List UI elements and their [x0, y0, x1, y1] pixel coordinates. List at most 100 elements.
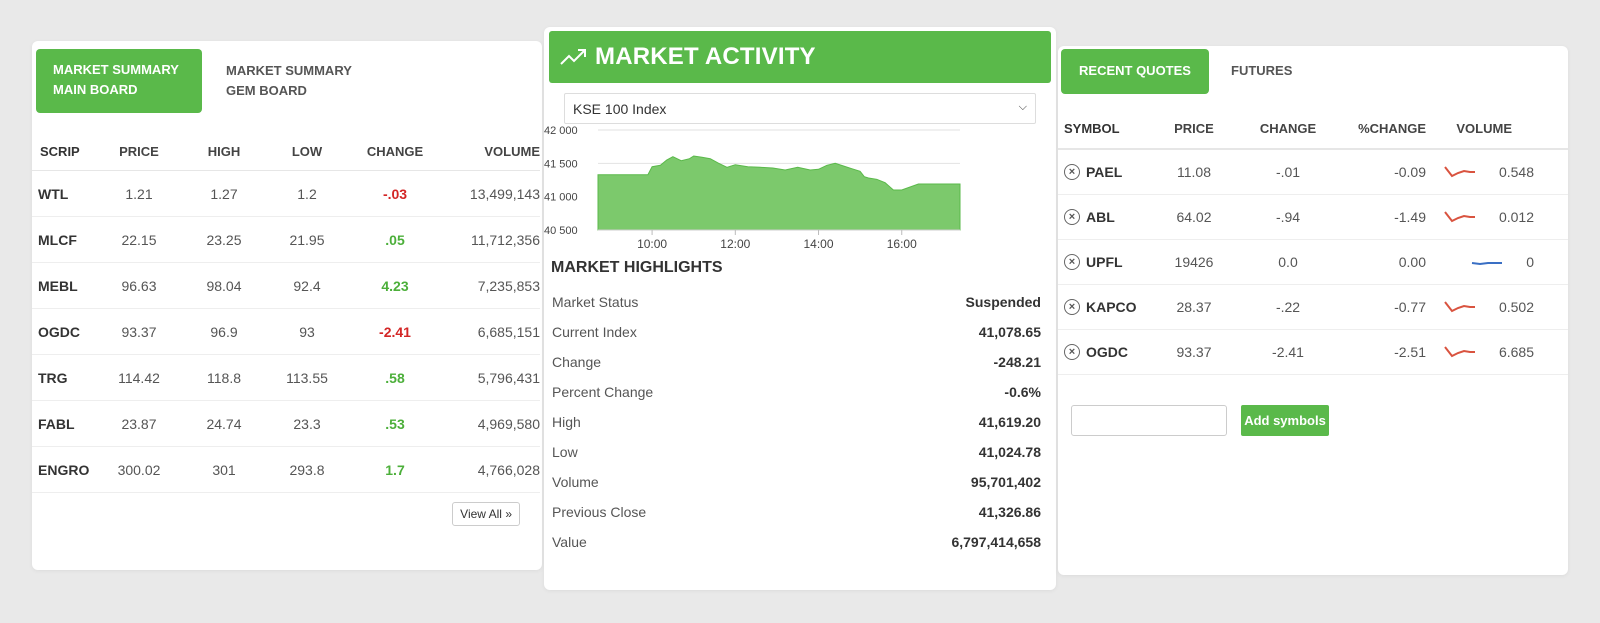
remove-icon[interactable]: ×	[1064, 254, 1080, 270]
tab-futures[interactable]: FUTURES	[1231, 63, 1293, 78]
symbol-input[interactable]	[1071, 405, 1227, 436]
symbol-cell: × ABL	[1058, 209, 1158, 225]
price-cell: 19426	[1174, 254, 1214, 270]
highlight-label: Volume	[552, 474, 599, 490]
market-summary-rows: WTL 1.21 1.27 1.2 -.03 13,499,143 MLCF 22.15 23.…	[32, 171, 540, 493]
column-header-low: LOW	[291, 144, 323, 159]
remove-icon[interactable]: ×	[1064, 299, 1080, 315]
column-header-price: PRICE	[119, 144, 159, 159]
sparkline-down	[1444, 211, 1475, 223]
sparkline-flat	[1472, 262, 1503, 266]
table-header: SCRIP PRICE HIGH LOW CHANGE VOLUME	[32, 133, 540, 171]
change-cell: -.01	[1275, 164, 1301, 180]
volume-value: 0	[1526, 254, 1534, 270]
price-cell: 114.42	[118, 369, 160, 386]
low-cell: 23.3	[293, 415, 321, 432]
remove-icon[interactable]: ×	[1064, 344, 1080, 360]
highlight-value: -0.6%	[1004, 384, 1041, 400]
scrip-cell: MEBL	[38, 277, 78, 294]
volume-cell: 0.502	[1426, 299, 1552, 315]
recent-quotes-card: RECENT QUOTES FUTURES SYMBOL PRICE CHANG…	[1058, 46, 1568, 575]
highlight-value: 6,797,414,658	[951, 534, 1041, 550]
highlight-label: Value	[552, 534, 587, 550]
symbol-label: PAEL	[1086, 164, 1123, 180]
change-cell: -.94	[1275, 209, 1301, 225]
index-select-value: KSE 100 Index	[573, 100, 667, 117]
table-row[interactable]: × KAPCO 28.37 -.22 -0.77 0.502	[1058, 285, 1568, 330]
table-header: SYMBOL PRICE CHANGE %CHANGE VOLUME	[1058, 109, 1568, 150]
scrip-cell: WTL	[38, 185, 69, 202]
table-row[interactable]: FABL 23.87 24.74 23.3 .53 4,969,580	[32, 401, 540, 447]
change-cell: 0.0	[1278, 254, 1298, 270]
y-tick-label: 40 500	[544, 225, 578, 237]
change-cell: 4.23	[381, 277, 409, 294]
table-row[interactable]: OGDC 93.37 96.9 93 -2.41 6,685,151	[32, 309, 540, 355]
volume-cell: 4,969,580	[477, 415, 540, 432]
price-cell: 64.02	[1176, 209, 1212, 225]
volume-cell: 0	[1426, 254, 1552, 270]
scrip-cell: OGDC	[38, 323, 80, 340]
highlight-row: Value 6,797,414,658	[552, 527, 1041, 557]
symbol-cell: × PAEL	[1058, 164, 1158, 180]
x-tick-label: 16:00	[887, 237, 917, 251]
table-row[interactable]: × ABL 64.02 -.94 -1.49 0.012	[1058, 195, 1568, 240]
market-highlights-list: Market Status Suspended Current Index 41,07…	[552, 287, 1041, 557]
index-select[interactable]: KSE 100 Index ⌵	[564, 93, 1036, 124]
symbol-label: KAPCO	[1086, 299, 1137, 315]
trend-up-icon	[560, 49, 586, 65]
volume-value: 0.502	[1498, 299, 1534, 315]
x-tick-label: 12:00	[720, 237, 750, 251]
volume-cell: 6,685,151	[477, 323, 540, 340]
percent-change-cell: -0.09	[1394, 164, 1426, 180]
table-row[interactable]: × OGDC 93.37 -2.41 -2.51 6.685	[1058, 330, 1568, 375]
table-row[interactable]: WTL 1.21 1.27 1.2 -.03 13,499,143	[32, 171, 540, 217]
table-row[interactable]: × PAEL 11.08 -.01 -0.09 0.548	[1058, 150, 1568, 195]
y-tick-label: 41 500	[544, 158, 578, 170]
highlight-label: Current Index	[552, 324, 637, 340]
low-cell: 293.8	[289, 461, 325, 478]
change-cell: .53	[385, 415, 405, 432]
highlight-label: Low	[552, 444, 578, 460]
index-chart: 42 000 41 500 41 000 40 500 10:00 12:00 14:00 1…	[544, 125, 961, 251]
high-cell: 96.9	[210, 323, 238, 340]
highlight-label: Market Status	[552, 294, 639, 310]
highlight-value: 41,326.86	[978, 504, 1041, 520]
highlight-label: Previous Close	[552, 504, 647, 520]
table-row[interactable]: TRG 114.42 118.8 113.55 .58 5,796,431	[32, 355, 540, 401]
price-cell: 93.37	[1176, 344, 1212, 360]
tab-market-summary-main-board[interactable]: MARKET SUMMARY MAIN BOARD	[36, 49, 202, 113]
high-cell: 118.8	[207, 369, 241, 386]
low-cell: 93	[299, 323, 315, 340]
volume-value: 6.685	[1498, 344, 1534, 360]
percent-change-cell: -1.49	[1394, 209, 1426, 225]
highlight-row: High 41,619.20	[552, 407, 1041, 437]
change-cell: -2.41	[1272, 344, 1304, 360]
column-header-volume: VOLUME	[484, 144, 540, 159]
table-row[interactable]: MLCF 22.15 23.25 21.95 .05 11,712,356	[32, 217, 540, 263]
table-row[interactable]: ENGRO 300.02 301 293.8 1.7 4,766,028	[32, 447, 540, 493]
tab-market-summary-gem-board[interactable]: MARKET SUMMARY GEM BOARD	[226, 63, 352, 98]
double-chevron-right-icon: »	[505, 507, 512, 521]
symbol-label: OGDC	[1086, 344, 1128, 360]
price-cell: 23.87	[121, 415, 157, 432]
market-highlights-title: MARKET HIGHLIGHTS	[551, 259, 723, 276]
table-row[interactable]: × UPFL 19426 0.0 0.00 0	[1058, 240, 1568, 285]
view-all-button[interactable]: View All »	[452, 502, 520, 526]
highlight-value: 95,701,402	[970, 474, 1041, 490]
scrip-cell: TRG	[38, 369, 68, 386]
volume-cell: 7,235,853	[477, 277, 540, 294]
highlight-row: Change -248.21	[552, 347, 1041, 377]
column-header-volume: VOLUME	[1456, 121, 1512, 136]
tab-recent-quotes[interactable]: RECENT QUOTES	[1061, 49, 1209, 94]
remove-icon[interactable]: ×	[1064, 209, 1080, 225]
scrip-cell: FABL	[38, 415, 75, 432]
price-cell: 96.63	[121, 277, 157, 294]
low-cell: 1.2	[297, 185, 317, 202]
column-header-scrip: SCRIP	[40, 144, 80, 159]
remove-icon[interactable]: ×	[1064, 164, 1080, 180]
price-cell: 11.08	[1177, 164, 1211, 180]
add-symbols-button[interactable]: Add symbols	[1241, 405, 1329, 436]
change-cell: -.03	[382, 185, 408, 202]
table-row[interactable]: MEBL 96.63 98.04 92.4 4.23 7,235,853	[32, 263, 540, 309]
change-cell: -.22	[1275, 299, 1301, 315]
